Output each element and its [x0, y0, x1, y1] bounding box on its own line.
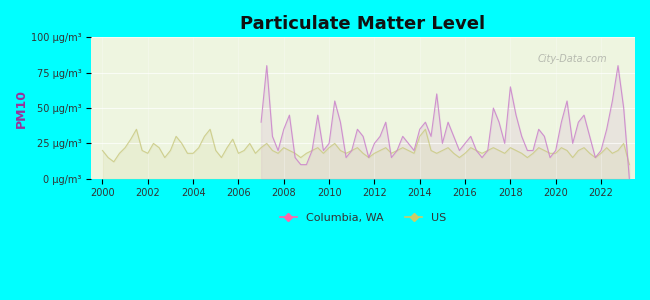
- Text: City-Data.com: City-Data.com: [537, 54, 606, 64]
- Y-axis label: PM10: PM10: [15, 88, 28, 128]
- Legend: Columbia, WA, US: Columbia, WA, US: [276, 208, 450, 227]
- Title: Particulate Matter Level: Particulate Matter Level: [240, 15, 486, 33]
